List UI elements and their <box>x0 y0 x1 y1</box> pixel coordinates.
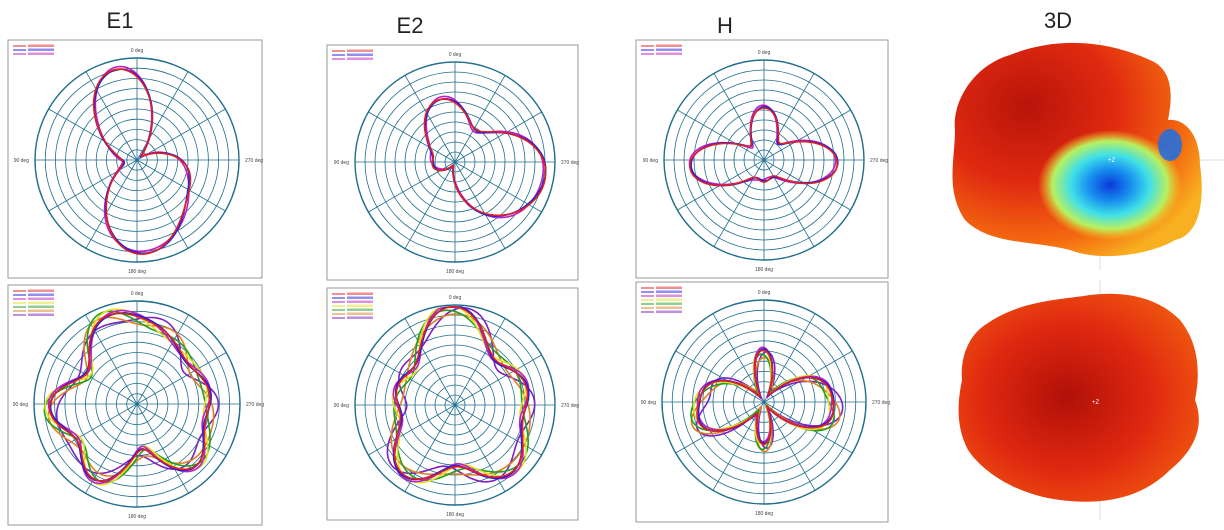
angle-label: 0 deg <box>449 52 462 58</box>
legend-text <box>656 45 682 48</box>
angle-label: 0 deg <box>131 48 144 54</box>
legend-text <box>347 305 373 308</box>
legend-text <box>347 317 373 320</box>
angle-label: 0 deg <box>758 50 771 56</box>
axis-label: +Z <box>1108 158 1116 164</box>
polar-plot: 0 deg 90 deg 270 deg 180 deg <box>636 282 890 522</box>
legend-text <box>28 294 54 297</box>
angle-label: 270 deg <box>245 158 263 164</box>
angle-label: 180 deg <box>128 269 146 275</box>
legend-text <box>28 53 54 56</box>
angle-label: 0 deg <box>758 290 771 296</box>
angle-label: 270 deg <box>870 158 888 164</box>
legend-text <box>656 49 682 52</box>
legend-text <box>28 298 54 301</box>
legend-text <box>656 307 682 310</box>
angle-label: 90 deg <box>334 160 350 166</box>
legend-text <box>656 311 682 314</box>
panel-title: 3D <box>1044 8 1072 33</box>
angle-label: 270 deg <box>872 400 890 406</box>
angle-label: 0 deg <box>449 295 462 301</box>
angle-label: 270 deg <box>561 403 579 409</box>
polar-plot: 0 deg 90 deg 270 deg 180 deg <box>8 40 263 278</box>
legend-text <box>347 297 373 300</box>
polar-plot: 0 deg 90 deg 270 deg 180 deg <box>636 40 888 278</box>
angle-label: 270 deg <box>246 402 264 408</box>
angle-label: 180 deg <box>446 269 464 275</box>
angle-label: 90 deg <box>14 158 30 164</box>
panel-title: H <box>717 13 733 38</box>
angle-label: 270 deg <box>561 160 579 166</box>
legend-text <box>28 49 54 52</box>
pattern-3d-top: +Z <box>953 40 1224 270</box>
legend-text <box>656 287 682 290</box>
legend-text <box>656 303 682 306</box>
angle-label: 180 deg <box>446 512 464 518</box>
legend-text <box>656 295 682 298</box>
pattern-3d-bottom: +Z <box>959 280 1199 520</box>
angle-label: 0 deg <box>131 291 144 297</box>
angle-label: 90 deg <box>641 400 657 406</box>
legend-text <box>347 293 373 296</box>
legend-text <box>28 314 54 317</box>
legend-text <box>28 302 54 305</box>
legend-text <box>347 301 373 304</box>
angle-label: 90 deg <box>643 158 659 164</box>
legend-text <box>347 58 373 61</box>
angle-label: 180 deg <box>755 511 773 517</box>
legend-text <box>347 313 373 316</box>
legend-text <box>28 306 54 309</box>
legend-text <box>28 45 54 48</box>
legend-text <box>656 53 682 56</box>
axis-label: +Z <box>1092 400 1100 406</box>
polar-plot: 0 deg 90 deg 270 deg 180 deg <box>327 288 579 520</box>
panel-title: E2 <box>397 13 424 38</box>
legend-text <box>656 299 682 302</box>
angle-label: 180 deg <box>755 267 773 273</box>
figure: E1 E2 H 3D +Z +Z 0 deg 90 deg 270 deg 180 d… <box>0 0 1224 530</box>
polar-plot: 0 deg 90 deg 270 deg 180 deg <box>327 45 579 280</box>
panel-title: E1 <box>107 8 134 33</box>
legend-text <box>347 50 373 53</box>
legend-text <box>347 309 373 312</box>
legend-text <box>347 54 373 57</box>
angle-label: 180 deg <box>128 514 146 520</box>
legend-text <box>28 290 54 293</box>
angle-label: 90 deg <box>334 403 350 409</box>
legend-text <box>28 310 54 313</box>
legend-text <box>656 291 682 294</box>
polar-plot: 0 deg 90 deg 270 deg 180 deg <box>8 285 264 525</box>
angle-label: 90 deg <box>13 402 29 408</box>
